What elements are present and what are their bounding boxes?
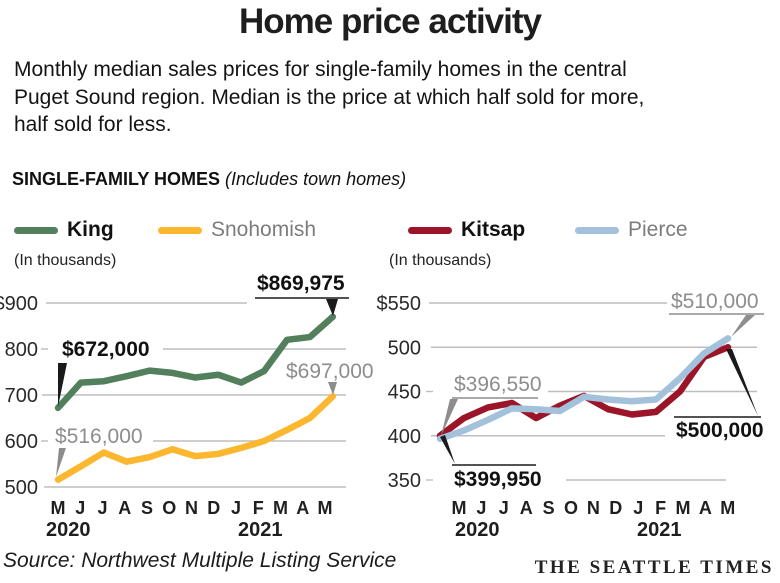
y-tick-label: 500 (388, 337, 421, 359)
section-heading: SINGLE-FAMILY HOMES (Includes town homes… (12, 169, 406, 190)
x-tick-label: M (720, 498, 735, 518)
callout-arrow (328, 382, 337, 395)
annotation-king_start: $672,000 (62, 338, 150, 361)
chart-description: Monthly median sales prices for single-f… (14, 58, 645, 136)
x-tick-label: J (476, 498, 486, 518)
y-tick-label: 700 (5, 385, 38, 407)
x-tick-label: A (296, 498, 309, 518)
callout-arrow (441, 399, 458, 436)
publisher-logotype: THE SEATTLE TIMES (534, 557, 774, 578)
y-tick-label: 800 (5, 339, 38, 361)
x-tick-label: J (97, 498, 107, 518)
annotation-pierce_start: $396,550 (454, 373, 542, 396)
callout-arrow (731, 315, 755, 337)
pierce-color-swatch (575, 226, 619, 234)
y-tick-label: 350 (388, 470, 421, 492)
x-tick-label: F (253, 498, 264, 518)
x-tick-label: F (655, 498, 666, 518)
x-tick-label: O (162, 498, 176, 518)
x-tick-label: M (273, 498, 288, 518)
x-tick-label: A (699, 498, 712, 518)
legend-item-king: King (14, 218, 114, 242)
y-tick-label: 600 (5, 431, 38, 453)
x-tick-label: M (318, 498, 333, 518)
legend-item-kitsap: Kitsap (408, 218, 525, 242)
annotation-pierce_end: $510,000 (671, 290, 759, 313)
x-tick-label: D (207, 498, 220, 518)
series-line-pierce (436, 335, 732, 443)
source-credit: Source: Northwest Multiple Listing Servi… (3, 549, 397, 572)
series-line-king (54, 313, 337, 412)
callout-arrow (440, 435, 455, 464)
y-tick-label: 400 (388, 426, 421, 448)
page-title: Home price activity (239, 2, 542, 41)
x-tick-label: A (520, 498, 533, 518)
annotation-sno_start: $516,000 (55, 425, 143, 448)
annotation-sno_end: $697,000 (286, 360, 374, 383)
x-tick-label: N (185, 498, 198, 518)
legend-label-kitsap: Kitsap (461, 218, 526, 241)
year-label: 2021 (238, 519, 283, 541)
snohomish-color-swatch (158, 226, 202, 234)
y-tick-label: $550 (377, 293, 422, 315)
x-tick-label: J (633, 498, 643, 518)
legend-item-snohomish: Snohomish (158, 218, 316, 242)
x-tick-label: M (452, 498, 467, 518)
x-tick-label: J (75, 498, 85, 518)
year-label: 2020 (455, 519, 500, 541)
king-color-swatch (14, 226, 58, 234)
right-axis-units-note: (In thousands) (389, 252, 492, 269)
x-tick-label: A (118, 498, 131, 518)
x-tick-label: M (676, 498, 691, 518)
left-axis-units-note: (In thousands) (14, 252, 117, 269)
x-tick-label: D (609, 498, 622, 518)
section-heading-note: (Includes town homes) (225, 169, 407, 189)
callout-arrow (726, 349, 758, 416)
annotation-king_end: $869,975 (257, 272, 345, 295)
callout-arrow (56, 448, 66, 477)
x-tick-label: S (141, 498, 153, 518)
year-label: 2020 (46, 519, 91, 541)
king-snohomish-line-chart: $900800700600500MJJASONDJFMAM20202021$67… (0, 272, 374, 541)
annotation-kitsap_end: $500,000 (676, 419, 764, 442)
x-tick-label: J (231, 498, 241, 518)
section-heading-main: SINGLE-FAMILY HOMES (12, 169, 221, 189)
annotation-kitsap_start: $399,950 (454, 468, 542, 491)
kitsap-color-swatch (408, 226, 452, 234)
legend-item-pierce: Pierce (575, 218, 688, 242)
y-tick-label: 450 (388, 382, 421, 404)
legend-label-snohomish: Snohomish (211, 218, 317, 241)
x-tick-label: O (564, 498, 578, 518)
x-tick-label: N (587, 498, 600, 518)
y-tick-label: 500 (5, 477, 38, 499)
x-tick-label: S (543, 498, 555, 518)
x-tick-label: J (499, 498, 509, 518)
year-label: 2021 (637, 519, 682, 541)
legend-label-pierce: Pierce (628, 218, 688, 241)
callout-arrow (326, 299, 338, 316)
series-line-snohomish (54, 393, 337, 483)
y-tick-label: $900 (0, 293, 38, 315)
callout-arrow (58, 363, 67, 407)
x-tick-label: M (51, 498, 66, 518)
legend-label-king: King (67, 218, 114, 241)
